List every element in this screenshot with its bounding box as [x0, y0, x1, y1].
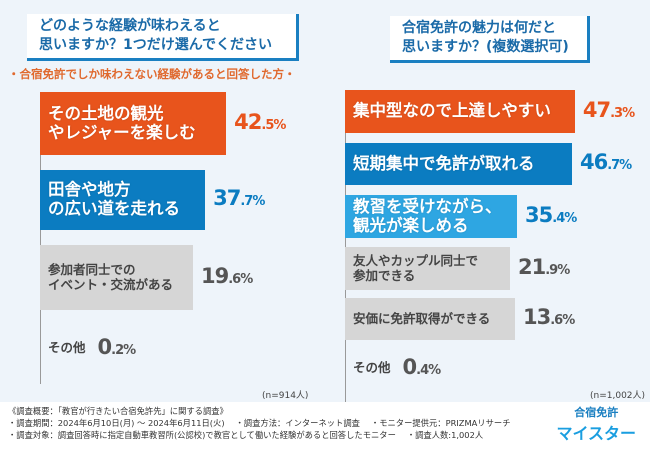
bar: 短期集中で免許が取れる [345, 143, 572, 185]
value-label: 0.4% [402, 354, 442, 379]
right-question-line: 合宿免許の魅力は何だと [402, 20, 556, 36]
bar-label: 友人やカップル同士で 参加できる [353, 253, 479, 283]
footer-line: ・調査期間：2024年6月10日(月) ～ 2024年6月11日(火) ・調査方… [8, 418, 511, 428]
left-question: どのような経験が味わえると 思いますか？1つだけ選んでください [27, 14, 299, 61]
bar-label: 田舎や地方 の広い道を走れる [48, 180, 180, 218]
left-question-line: どのような経験が味わえると [39, 18, 221, 34]
bar-label: その他 [353, 360, 391, 376]
logo-line: マイスター [556, 424, 636, 443]
axis-line [40, 92, 41, 384]
bar-label: その他 [48, 340, 86, 356]
value-label: 46.7% [579, 150, 632, 174]
value-label: 42.5% [234, 109, 286, 134]
bar: 集中型なので上達しやすい [345, 90, 575, 133]
value-label: 35.4% [525, 202, 577, 227]
value-label: 37.7% [213, 186, 265, 210]
survey-footer: 《調査概要：「教官が行きたい合宿免許先」に関する調査》 ・調査期間：2024年6… [0, 402, 650, 450]
bar: 参加者同士での イベント・交流がある [40, 245, 193, 310]
bar-label: 安価に免許取得ができる [353, 310, 491, 326]
bar-label: 教習を受けながら、 観光が楽しめる [353, 196, 502, 235]
right-sample-size: (n=1,002人) [590, 391, 646, 401]
logo: 合宿免許 マイスター [556, 404, 636, 444]
bar: 友人やカップル同士で 参加できる [345, 247, 510, 290]
value-label: 13.6% [523, 305, 575, 329]
footer-line: 《調査概要：「教官が行きたい合宿免許先」に関する調査》 [8, 406, 228, 416]
right-question-line: 思いますか？(複数選択可) [402, 39, 569, 55]
right-question: 合宿免許の魅力は何だと 思いますか？(複数選択可) [390, 16, 590, 63]
bar: 教習を受けながら、 観光が楽しめる [345, 195, 518, 238]
bar-label: その土地の観光 やレジャーを楽しむ [48, 103, 196, 142]
bar-label: 参加者同士での イベント・交流がある [48, 262, 174, 292]
value-label: 47.3% [582, 97, 635, 122]
left-subtitle: ・合宿免許でしか味わえない経験があると回答した方・ [8, 67, 296, 81]
bar-label: 短期集中で免許が取れる [353, 153, 535, 173]
value-label: 0.2% [97, 334, 137, 359]
logo-line: 合宿免許 [574, 406, 619, 419]
bar: 田舎や地方 の広い道を走れる [40, 170, 206, 230]
axis-line [345, 90, 346, 402]
bar: その他 [40, 325, 86, 372]
bar: 安価に免許取得ができる [345, 298, 515, 340]
value-label: 21.9% [518, 254, 570, 279]
left-question-line: 思いますか？1つだけ選んでください [39, 37, 273, 53]
footer-line: ・調査対象：調査回答時に指定自動車教習所(公認校)で教官として働いた経験があると… [8, 430, 484, 440]
value-label: 19.6% [201, 263, 253, 288]
bar: その土地の観光 やレジャーを楽しむ [40, 92, 227, 155]
bar: その他 [345, 347, 391, 390]
left-sample-size: (n=914人) [262, 391, 309, 401]
bar-label: 集中型なので上達しやすい [353, 101, 551, 121]
